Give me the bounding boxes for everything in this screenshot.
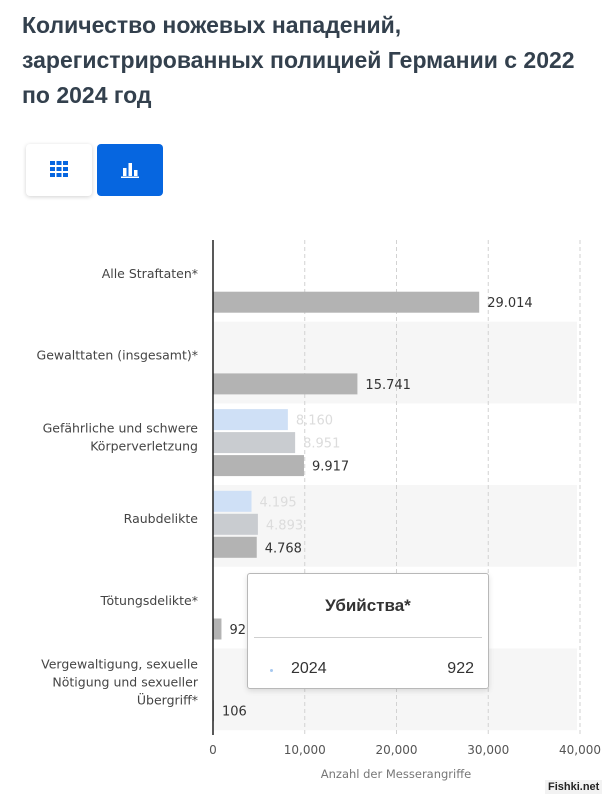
bar-chart-icon	[121, 163, 139, 178]
tooltip-title: Убийства*	[325, 596, 411, 615]
x-tick-label: 20,000	[376, 743, 418, 757]
value-label: 4.893	[266, 518, 303, 533]
category-label: Vergewaltigung, sexuelle	[41, 657, 198, 672]
watermark: Fishki.net	[545, 780, 603, 794]
table-view-button[interactable]	[26, 144, 92, 196]
grid-icon	[50, 161, 68, 177]
value-label: 8.951	[303, 437, 340, 452]
bar-2023	[213, 432, 296, 454]
x-axis-title: Anzahl der Messerangriffe	[321, 767, 471, 781]
value-label: 15.741	[365, 378, 411, 393]
value-label: 29.014	[487, 296, 533, 311]
value-label: 4.195	[259, 495, 296, 510]
bar-2023	[213, 513, 258, 535]
category-label: Gewalttaten (insgesamt)*	[37, 348, 198, 363]
series-dot-icon	[270, 669, 273, 672]
value-label: 92	[229, 623, 246, 638]
chart-view-button[interactable]	[97, 144, 163, 196]
x-tick-label: 30,000	[467, 743, 509, 757]
bar-2024	[213, 455, 304, 477]
tooltip-year: 2024	[291, 660, 327, 677]
bar-2022	[213, 490, 252, 512]
chart-title: Количество ножевых нападений, зарегистри…	[22, 12, 575, 108]
tooltip-value: 922	[447, 660, 474, 677]
bar-2024	[213, 536, 257, 558]
bar-2022	[213, 409, 288, 431]
value-label: 106	[222, 705, 247, 720]
bar-chart: 29.014 15.741 8.160 8.951 9.917 4.195 4.893 4.7…	[37, 240, 601, 781]
bar-2024	[213, 373, 358, 395]
x-tick-label: 0	[209, 743, 217, 757]
bar-2024	[213, 618, 222, 640]
tooltip-divider	[254, 637, 482, 638]
tooltip: Убийства* 2024 922	[247, 573, 489, 689]
x-tick-label: 40,000	[559, 743, 601, 757]
category-label: Körperverletzung	[90, 438, 198, 453]
category-label: Tötungsdelikte*	[100, 593, 199, 608]
value-label: 4.768	[265, 541, 302, 556]
category-label: Alle Straftaten*	[102, 266, 198, 281]
category-label: Nötigung und sexueller	[52, 675, 198, 690]
category-band	[213, 485, 577, 567]
category-label: Übergriff*	[137, 692, 198, 708]
category-label: Raubdelikte	[124, 511, 199, 526]
value-label: 9.917	[312, 460, 349, 475]
x-tick-label: 10,000	[284, 743, 326, 757]
bar-2024	[213, 291, 480, 313]
value-label: 8.160	[296, 414, 333, 429]
category-label: Gefährliche und schwere	[43, 420, 199, 435]
